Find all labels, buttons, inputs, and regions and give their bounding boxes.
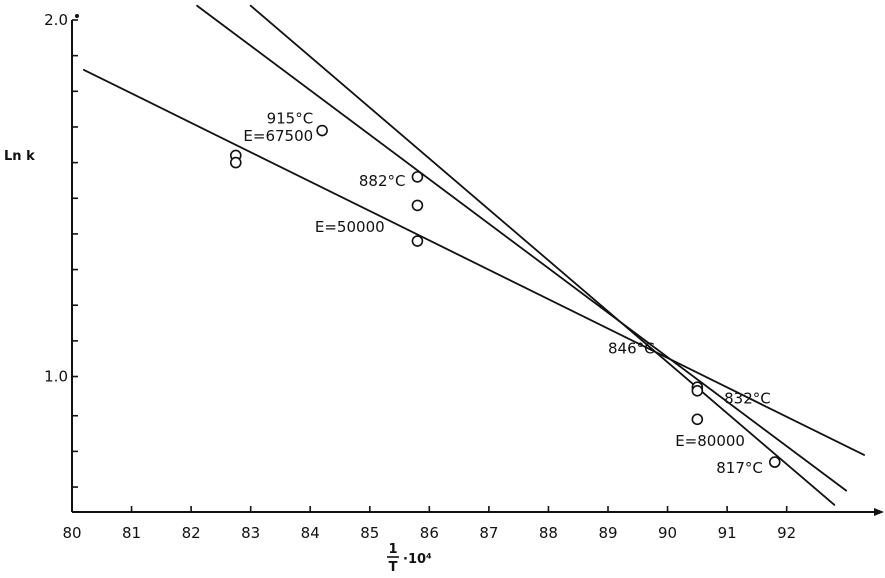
x-tick-label: 91 <box>718 524 737 542</box>
data-point <box>316 124 328 137</box>
x-ticks: 80 81 82 83 84 85 86 87 88 89 90 91 92 <box>62 506 796 542</box>
data-point <box>691 413 704 426</box>
data-point <box>691 384 704 397</box>
y-tick-label: 1.0 <box>44 368 68 386</box>
fit-line <box>83 69 865 456</box>
data-point <box>768 456 781 468</box>
y-ticks: 2.0 1.0 <box>44 11 78 488</box>
annotation-label: 915°C <box>267 109 314 127</box>
annotation-label: 817°C <box>716 459 763 477</box>
annotation-label: 846°C <box>608 339 655 357</box>
y-axis-top-dot <box>75 14 79 18</box>
fit-lines <box>83 4 865 506</box>
x-tick-label: 81 <box>122 524 141 542</box>
x-tick-label: 83 <box>241 524 260 542</box>
fit-line <box>249 4 836 506</box>
x-label-suffix: ·10⁴ <box>403 552 432 567</box>
y-axis-label: Ln k <box>4 149 35 164</box>
x-axis-arrow <box>874 508 884 516</box>
x-tick-label: 86 <box>420 524 439 542</box>
data-point <box>411 199 424 212</box>
x-tick-label: 90 <box>658 524 677 542</box>
x-tick-label: 88 <box>539 524 558 542</box>
annotations: 915°CE=67500 882°C E=50000 846°C 832°C E=8000… <box>243 109 770 476</box>
annotation-label: 882°C <box>359 172 406 190</box>
annotation-label: 832°C <box>724 389 771 407</box>
x-tick-label: 87 <box>479 524 498 542</box>
data-points <box>229 124 781 468</box>
x-label-numerator: 1 <box>388 542 397 557</box>
y-tick-label: 2.0 <box>44 11 68 29</box>
x-tick-label: 85 <box>360 524 379 542</box>
x-axis-label: 1 T ·10⁴ <box>387 542 432 575</box>
data-point <box>411 235 424 247</box>
data-point <box>229 156 242 169</box>
x-tick-label: 89 <box>598 524 617 542</box>
x-tick-label: 84 <box>301 524 320 542</box>
annotation-label: E=67500 <box>243 127 313 145</box>
x-tick-label: 82 <box>182 524 201 542</box>
annotation-label: E=80000 <box>675 432 745 450</box>
x-tick-label: 80 <box>62 524 81 542</box>
axes <box>71 14 884 516</box>
x-tick-label: 92 <box>777 524 796 542</box>
data-point <box>411 171 424 183</box>
x-label-denominator: T <box>389 560 398 575</box>
annotation-label: E=50000 <box>315 218 385 236</box>
fit-line <box>196 4 848 492</box>
